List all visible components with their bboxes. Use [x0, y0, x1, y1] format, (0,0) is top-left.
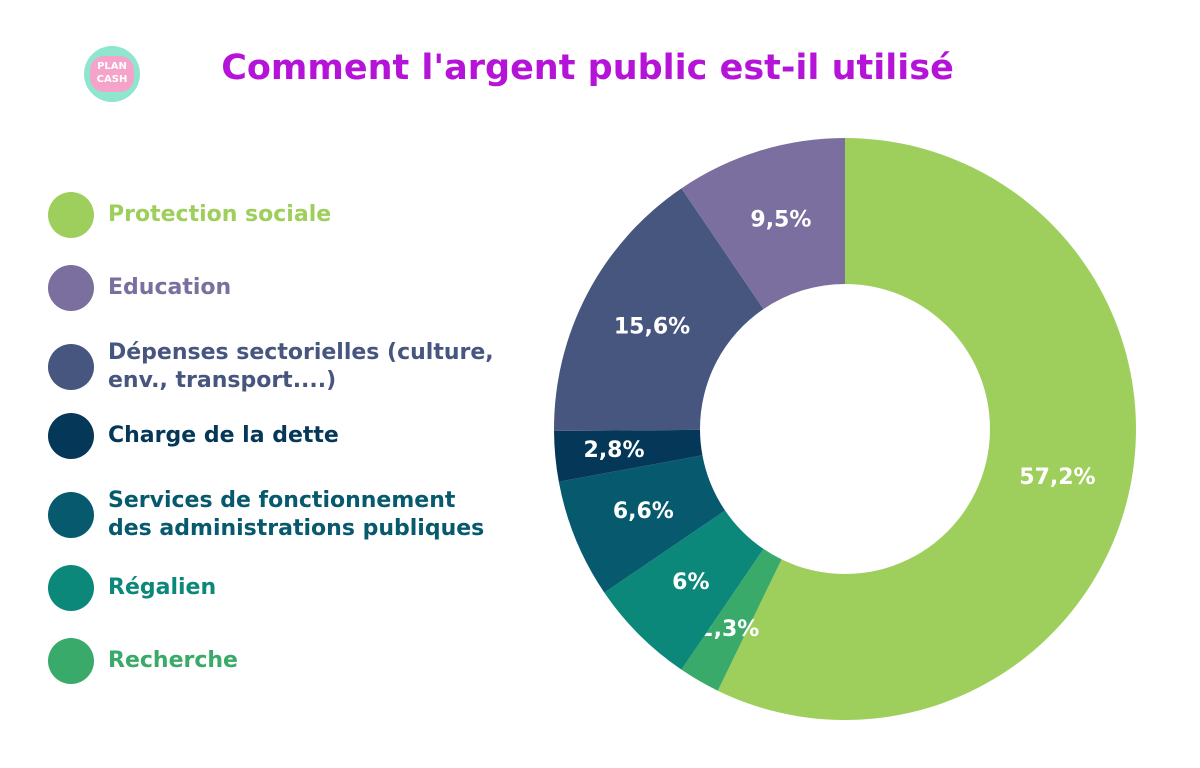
legend-label: Protection sociale [108, 202, 332, 227]
legend-label: Recherche [108, 648, 238, 673]
legend-item: Charge de la dette [48, 413, 339, 459]
logo-text: PLAN [97, 61, 127, 72]
donut-slice [558, 455, 726, 593]
donut-slice [681, 138, 845, 310]
data-label: 9,5% [750, 208, 811, 233]
legend-item: Régalien [48, 565, 216, 611]
legend-swatch [48, 492, 94, 538]
donut-slice [717, 138, 1136, 720]
logo: PLAN CASH [84, 46, 140, 102]
chart-title: Comment l'argent public est-il utilisé [221, 48, 954, 88]
donut-slice [554, 188, 764, 431]
legend-item: Services de fonctionnement des administr… [48, 487, 484, 543]
legend-swatch [48, 638, 94, 684]
legend-label: Régalien [108, 575, 217, 600]
data-label: 6,6% [613, 499, 674, 524]
legend-item: Protection sociale [48, 192, 331, 238]
data-label: 2,8% [584, 438, 645, 463]
donut-slice [681, 548, 782, 691]
legend-label: Dépenses sectorielles (culture, env., tr… [108, 340, 494, 393]
legend-swatch [48, 192, 94, 238]
donut-slice [554, 429, 703, 482]
legend-label: Charge de la dette [108, 423, 339, 448]
donut-slice [604, 510, 764, 670]
data-label: 57,2% [1019, 465, 1095, 490]
legend-swatch [48, 344, 94, 390]
legend-item: Dépenses sectorielles (culture, env., tr… [48, 339, 494, 395]
legend-swatch [48, 413, 94, 459]
logo-text: CASH [96, 74, 128, 85]
legend-item: Education [48, 265, 231, 311]
legend-item: Recherche [48, 638, 238, 684]
legend-swatch [48, 265, 94, 311]
data-label: 6% [672, 570, 709, 595]
legend-swatch [48, 565, 94, 611]
legend-label: Education [108, 275, 232, 300]
data-label: 15,6% [614, 315, 690, 340]
legend-label: Services de fonctionnement des administr… [108, 488, 485, 541]
